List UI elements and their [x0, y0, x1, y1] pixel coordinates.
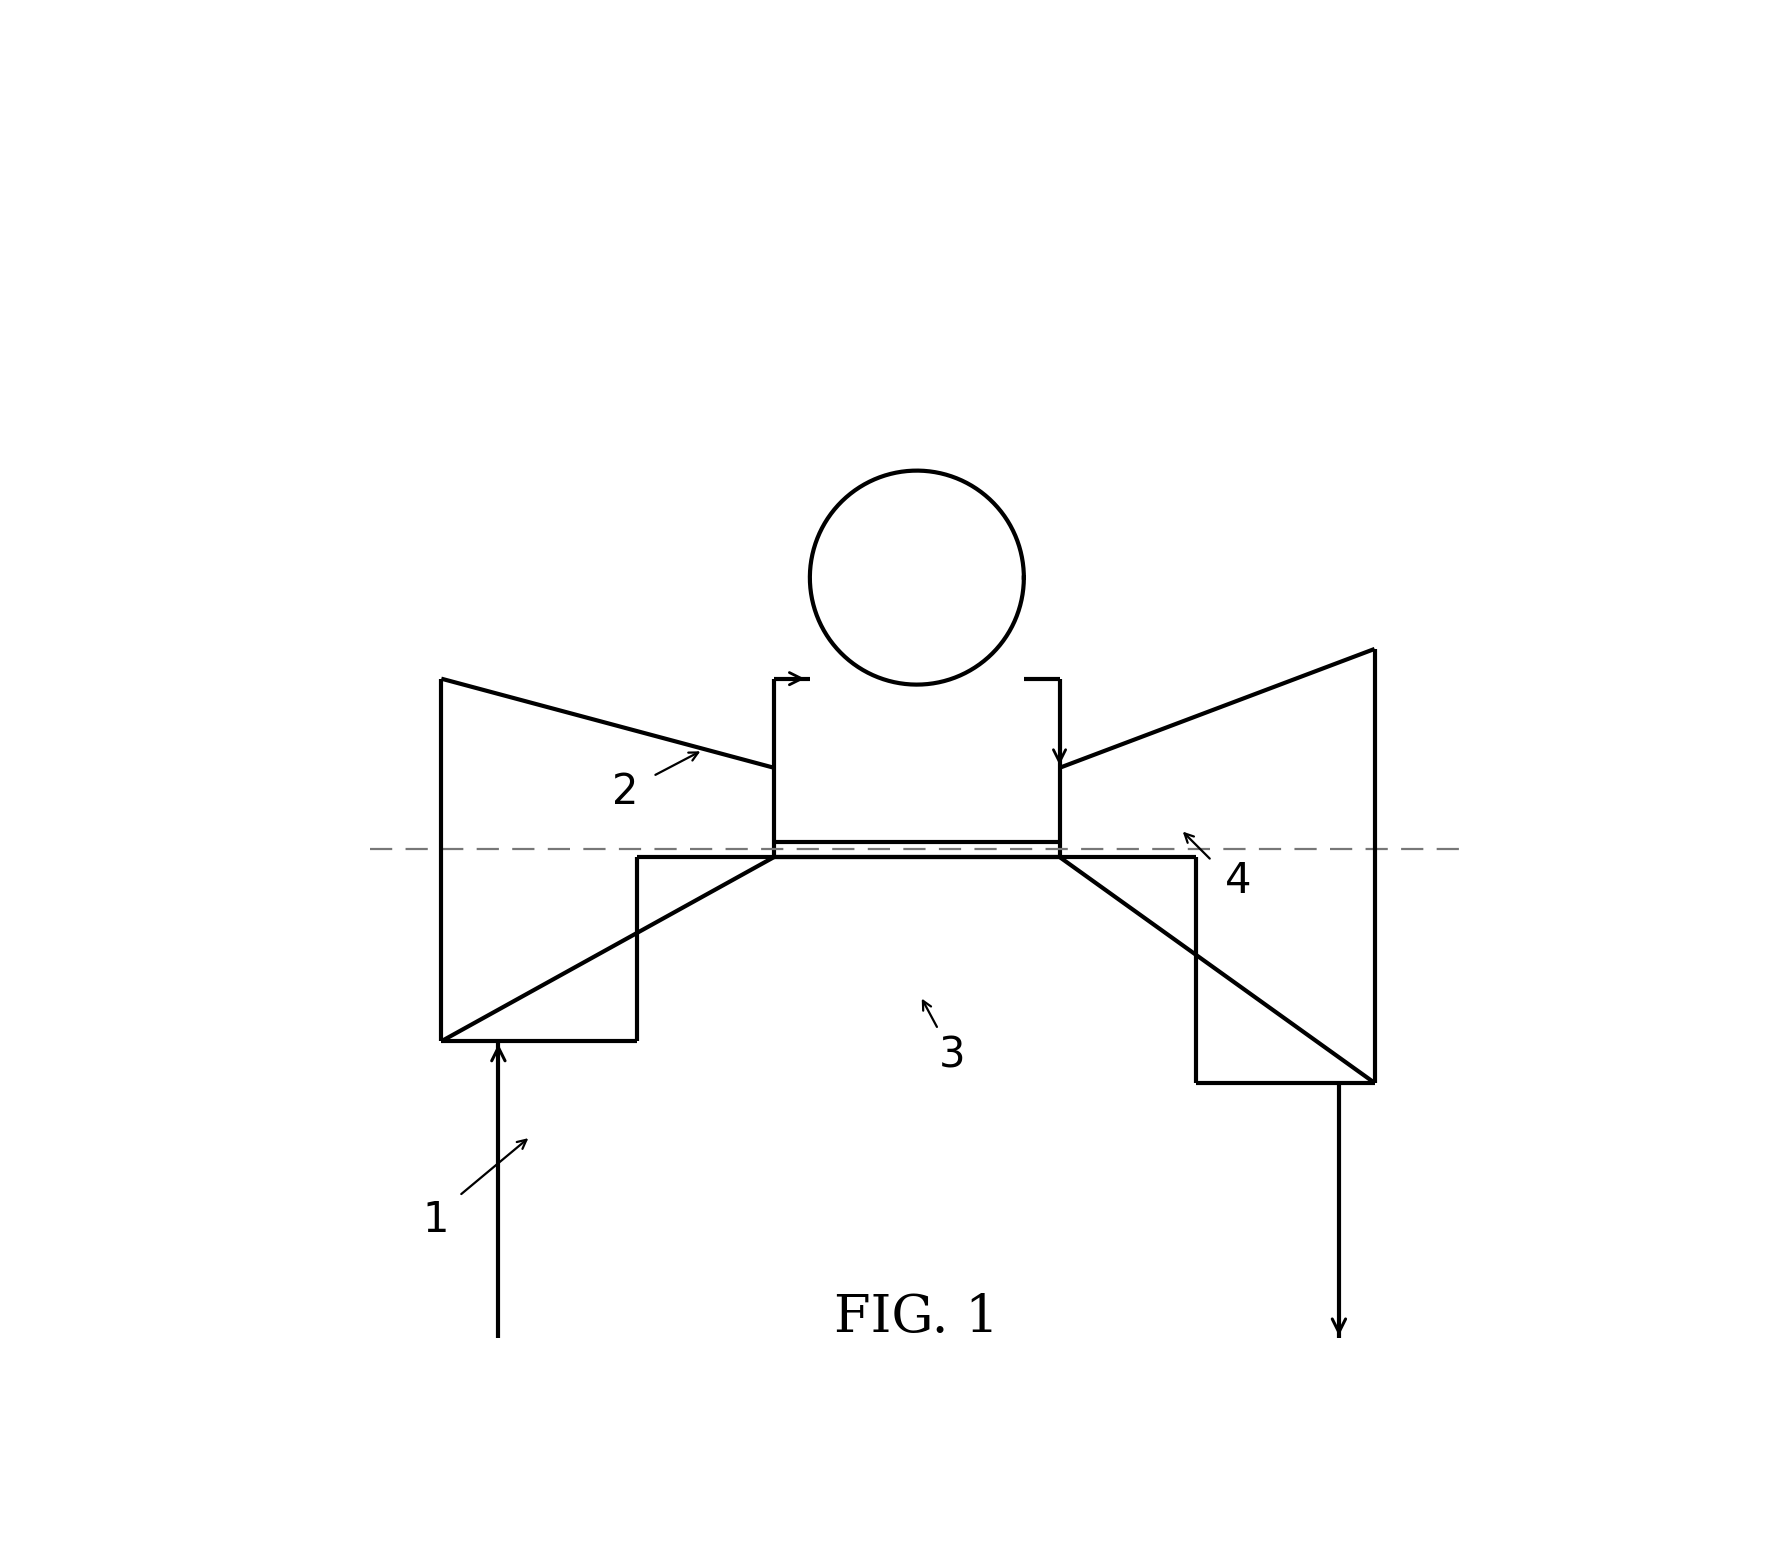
Text: 3: 3: [939, 1034, 966, 1076]
Text: 4: 4: [1225, 860, 1251, 902]
Text: FIG. 1: FIG. 1: [834, 1292, 1000, 1343]
Text: 1: 1: [422, 1198, 449, 1241]
Text: 2: 2: [612, 770, 639, 812]
